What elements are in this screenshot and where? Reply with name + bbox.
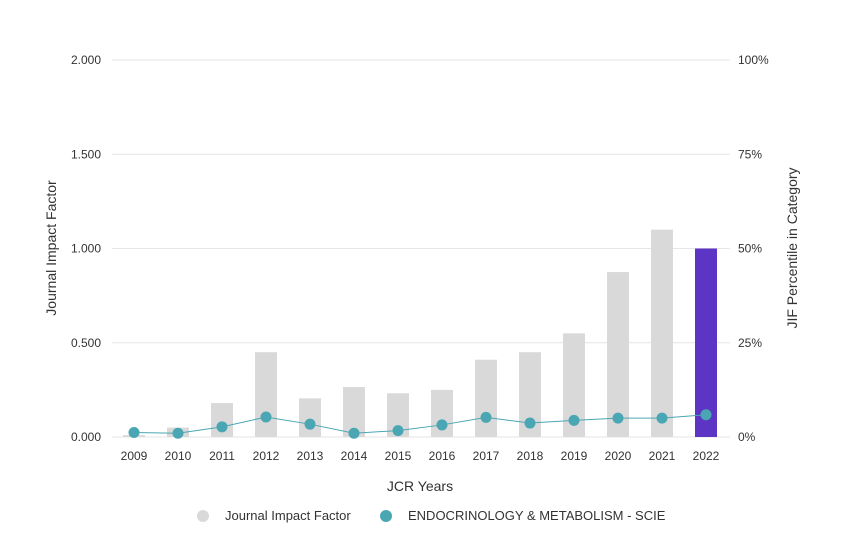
gridlines <box>112 59 730 438</box>
legend-marker-bar <box>197 510 209 522</box>
y-right-tick-label: 50% <box>738 242 762 256</box>
bar <box>343 387 365 437</box>
legend-label-category-percentile: ENDOCRINOLOGY & METABOLISM - SCIE <box>408 508 666 523</box>
bar-series-journal-impact-factor <box>123 229 717 437</box>
x-tick-label: 2015 <box>385 449 412 463</box>
line-point <box>568 414 580 426</box>
x-tick-label: 2010 <box>165 449 192 463</box>
x-tick-label: 2009 <box>121 449 148 463</box>
bar <box>607 272 629 437</box>
bar <box>475 359 497 437</box>
line-point <box>524 417 536 429</box>
bar <box>255 352 277 437</box>
legend-marker-line <box>380 510 392 522</box>
x-tick-label: 2012 <box>253 449 280 463</box>
line-point <box>656 412 668 424</box>
x-tick-label: 2022 <box>693 449 720 463</box>
line-point <box>480 411 492 423</box>
line-point <box>216 421 228 433</box>
line-point <box>348 427 360 439</box>
x-axis-title: JCR Years <box>387 478 453 494</box>
left-axis-tick-labels: 0.000 0.500 1.000 1.500 2.000 <box>71 53 101 444</box>
legend-label-journal-impact-factor: Journal Impact Factor <box>225 508 351 523</box>
x-axis-tick-labels: 2009 2010 2011 2012 2013 2014 2015 2016 2017 2018… <box>121 449 720 463</box>
y-right-tick-label: 75% <box>738 147 762 161</box>
x-tick-label: 2011 <box>209 449 235 463</box>
y-left-tick-label: 0.500 <box>71 336 101 350</box>
legend: Journal Impact Factor ENDOCRINOLOGY & ME… <box>197 508 666 523</box>
legend-item-category-percentile[interactable]: ENDOCRINOLOGY & METABOLISM - SCIE <box>380 508 666 523</box>
y-left-tick-label: 1.000 <box>71 242 101 256</box>
y-right-tick-label: 100% <box>738 53 769 67</box>
y-left-tick-label: 1.500 <box>71 147 101 161</box>
x-tick-label: 2021 <box>649 449 676 463</box>
x-tick-label: 2019 <box>561 449 588 463</box>
y-left-tick-label: 2.000 <box>71 53 101 67</box>
y-axis-left-title: Journal Impact Factor <box>43 180 59 316</box>
x-tick-label: 2018 <box>517 449 544 463</box>
line-point <box>304 418 316 430</box>
line-point <box>260 411 272 423</box>
bar <box>695 248 717 437</box>
right-axis-tick-labels: 0% 25% 50% 75% 100% <box>738 53 769 444</box>
y-left-tick-label: 0.000 <box>71 430 101 444</box>
x-tick-label: 2016 <box>429 449 456 463</box>
bar <box>519 352 541 437</box>
y-right-tick-label: 25% <box>738 336 762 350</box>
x-tick-label: 2017 <box>473 449 500 463</box>
bar <box>651 229 673 437</box>
line-point <box>436 419 448 431</box>
line-point <box>612 412 624 424</box>
legend-item-journal-impact-factor[interactable]: Journal Impact Factor <box>197 508 351 523</box>
line-point <box>128 426 140 438</box>
line-point <box>700 409 712 421</box>
line-point <box>392 425 404 437</box>
y-axis-right-title: JIF Percentile in Category <box>784 167 800 328</box>
bar <box>387 393 409 437</box>
y-right-tick-label: 0% <box>738 430 756 444</box>
x-tick-label: 2013 <box>297 449 324 463</box>
x-tick-label: 2014 <box>341 449 368 463</box>
line-series-category-percentile <box>128 409 712 439</box>
bar <box>211 403 233 437</box>
x-tick-label: 2020 <box>605 449 632 463</box>
series-line <box>133 414 707 434</box>
line-point <box>172 427 184 439</box>
bar <box>563 333 585 437</box>
bar <box>299 398 321 437</box>
